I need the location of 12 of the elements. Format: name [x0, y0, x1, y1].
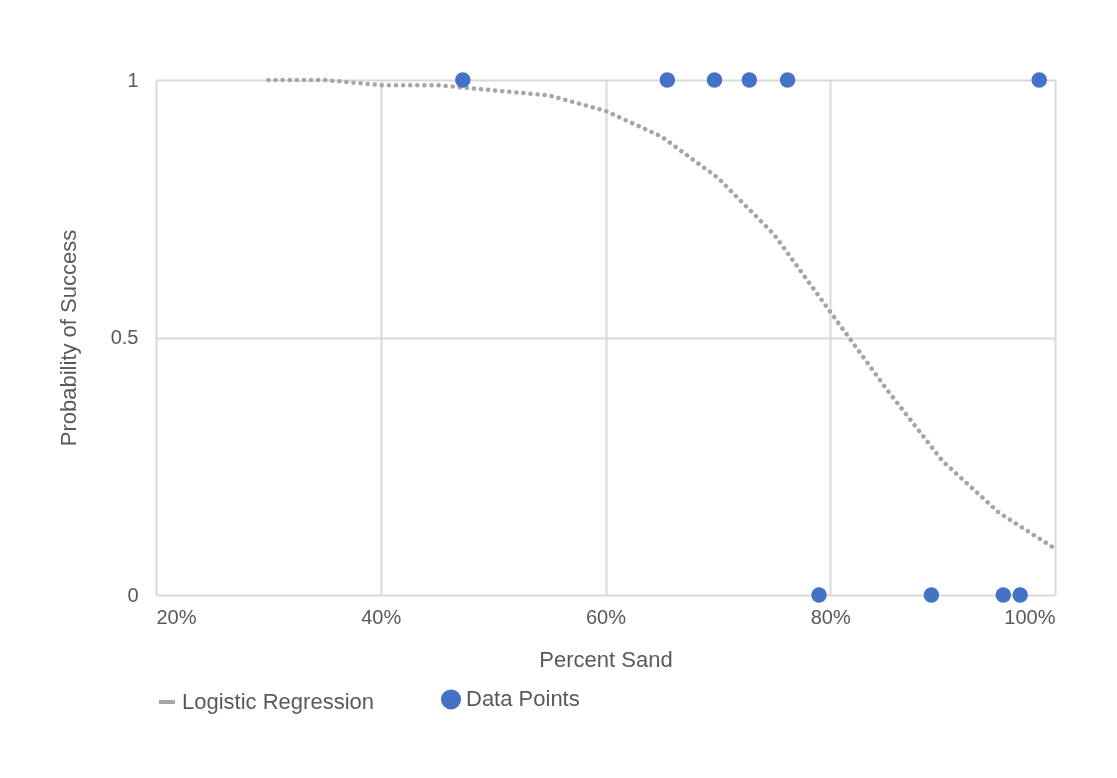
legend-label: Data Points: [466, 686, 580, 712]
x-axis-title: Percent Sand: [539, 646, 673, 672]
y-axis-title: Probability of Success: [55, 229, 81, 447]
legend-label: Logistic Regression: [182, 689, 374, 714]
y-tick-label: 0.5: [110, 326, 139, 348]
x-tick-label: 60%: [585, 605, 627, 628]
x-tick-label: 80%: [810, 605, 851, 628]
x-tick-label: 40%: [361, 605, 402, 628]
x-tick-label: 20%: [156, 605, 197, 628]
x-tick-label: 100%: [1004, 605, 1056, 628]
y-tick-label: 1: [127, 68, 139, 91]
y-tick-label: 0: [127, 583, 139, 606]
